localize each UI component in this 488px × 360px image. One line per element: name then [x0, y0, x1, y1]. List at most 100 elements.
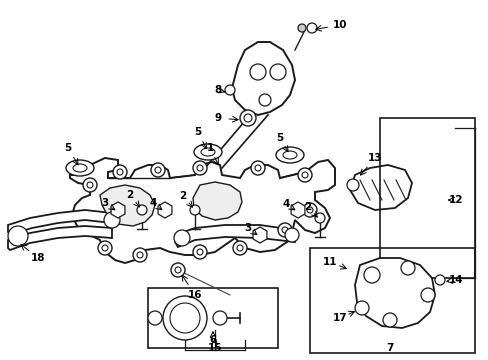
Circle shape	[175, 267, 181, 273]
Text: 18: 18	[31, 253, 45, 263]
Bar	[379, 118, 474, 278]
Text: 6: 6	[209, 335, 216, 345]
Circle shape	[244, 114, 251, 122]
Ellipse shape	[275, 147, 304, 163]
Circle shape	[249, 64, 265, 80]
Circle shape	[83, 178, 97, 192]
Ellipse shape	[73, 164, 87, 172]
Polygon shape	[100, 185, 155, 226]
Polygon shape	[231, 42, 294, 115]
Text: 5: 5	[194, 127, 201, 137]
Text: 8: 8	[214, 85, 221, 95]
Polygon shape	[175, 225, 294, 247]
Circle shape	[297, 24, 305, 32]
Bar	[148, 288, 278, 348]
Circle shape	[197, 165, 203, 171]
Text: 7: 7	[386, 343, 393, 353]
Ellipse shape	[66, 160, 94, 176]
Circle shape	[155, 167, 161, 173]
Circle shape	[363, 267, 379, 283]
Circle shape	[113, 165, 127, 179]
Text: 3: 3	[244, 223, 251, 233]
Circle shape	[346, 179, 358, 191]
Circle shape	[190, 205, 200, 215]
Circle shape	[232, 241, 246, 255]
Circle shape	[193, 161, 206, 175]
Circle shape	[98, 241, 112, 255]
Text: 11: 11	[322, 257, 337, 267]
Ellipse shape	[201, 148, 215, 156]
Circle shape	[302, 172, 307, 178]
Circle shape	[151, 163, 164, 177]
Circle shape	[171, 263, 184, 277]
Circle shape	[8, 226, 28, 246]
Circle shape	[117, 169, 123, 175]
Circle shape	[213, 311, 226, 325]
Circle shape	[282, 227, 287, 233]
Text: 5: 5	[64, 143, 71, 153]
Text: 13: 13	[367, 153, 382, 163]
Circle shape	[303, 203, 316, 217]
Text: 15: 15	[207, 343, 222, 353]
Circle shape	[170, 303, 200, 333]
Circle shape	[170, 303, 200, 333]
Circle shape	[400, 261, 414, 275]
Polygon shape	[70, 158, 334, 263]
Text: 17: 17	[332, 313, 346, 323]
Circle shape	[382, 313, 396, 327]
Text: 10: 10	[332, 20, 346, 30]
Text: 2: 2	[179, 191, 186, 201]
Polygon shape	[8, 226, 112, 250]
Circle shape	[259, 94, 270, 106]
Text: 16: 16	[187, 290, 202, 300]
Circle shape	[434, 275, 444, 285]
Circle shape	[197, 249, 203, 255]
Ellipse shape	[194, 144, 222, 160]
Circle shape	[193, 245, 206, 259]
Text: 9: 9	[214, 113, 221, 123]
Circle shape	[137, 252, 142, 258]
Text: 14: 14	[448, 275, 462, 285]
Circle shape	[420, 288, 434, 302]
Polygon shape	[354, 258, 434, 328]
Text: 4: 4	[282, 199, 289, 209]
Circle shape	[148, 311, 162, 325]
Polygon shape	[253, 227, 266, 243]
Polygon shape	[193, 182, 242, 220]
Text: 3: 3	[101, 198, 108, 208]
Circle shape	[177, 310, 193, 326]
Circle shape	[314, 213, 325, 223]
Circle shape	[224, 85, 235, 95]
Circle shape	[297, 168, 311, 182]
Circle shape	[163, 296, 206, 340]
Text: 2: 2	[126, 190, 133, 200]
Polygon shape	[8, 210, 112, 234]
Circle shape	[87, 182, 93, 188]
Circle shape	[174, 230, 190, 246]
Circle shape	[240, 110, 256, 126]
Circle shape	[133, 248, 147, 262]
Polygon shape	[349, 165, 411, 210]
Circle shape	[237, 245, 243, 251]
Circle shape	[354, 301, 368, 315]
Text: 2: 2	[304, 202, 311, 212]
Circle shape	[269, 64, 285, 80]
Circle shape	[104, 212, 120, 228]
Ellipse shape	[283, 151, 296, 159]
Text: 4: 4	[149, 198, 156, 208]
Circle shape	[285, 228, 298, 242]
Circle shape	[137, 205, 147, 215]
Circle shape	[306, 207, 312, 213]
Bar	[309, 248, 474, 353]
Text: 1: 1	[206, 143, 213, 153]
Circle shape	[254, 165, 261, 171]
Text: 12: 12	[448, 195, 462, 205]
Circle shape	[250, 161, 264, 175]
Polygon shape	[290, 202, 305, 218]
Text: 5: 5	[276, 133, 283, 143]
Circle shape	[278, 223, 291, 237]
Polygon shape	[158, 202, 172, 218]
Circle shape	[306, 23, 316, 33]
Circle shape	[102, 245, 108, 251]
Polygon shape	[111, 202, 124, 218]
